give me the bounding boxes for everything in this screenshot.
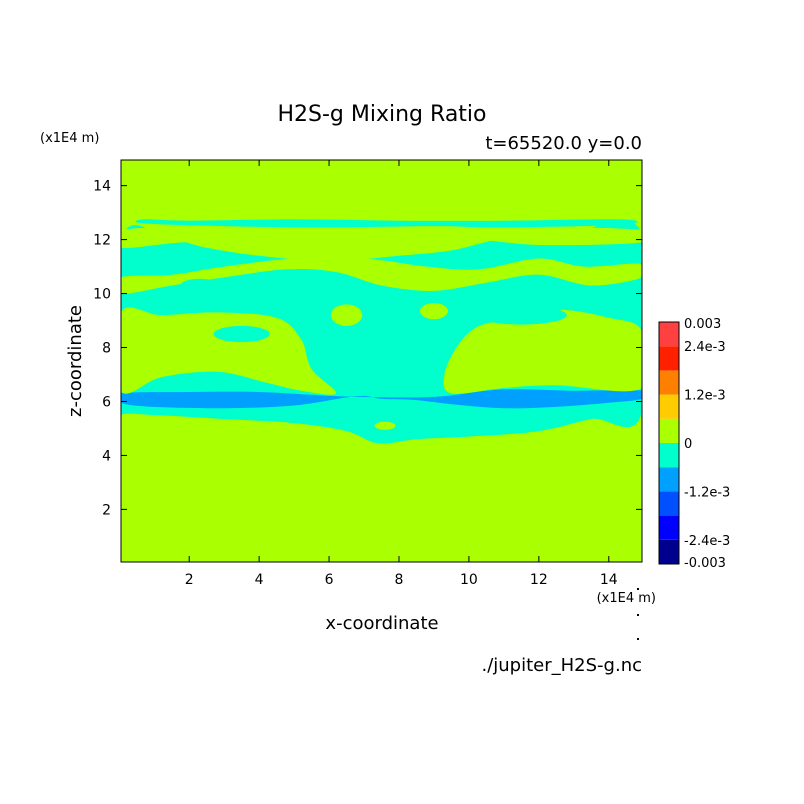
plot-frame xyxy=(120,159,643,563)
contour-region-6 xyxy=(135,219,638,228)
x-axis-unit: (x1E4 m) xyxy=(597,591,656,606)
colorbar-label: -1.2e-3 xyxy=(684,485,730,500)
contour-region-1 xyxy=(121,389,642,409)
contour-blob-0 xyxy=(136,316,193,336)
contour-blob-2 xyxy=(330,304,363,326)
colorbar-swatch xyxy=(659,467,679,492)
contour-region-4 xyxy=(121,257,642,294)
x-tick-label: 4 xyxy=(255,572,264,588)
y-tick-label: 8 xyxy=(102,341,111,357)
contour-blob-5 xyxy=(180,278,219,293)
chart-subtitle: t=65520.0 y=0.0 xyxy=(485,133,642,154)
x-tick-label: 10 xyxy=(460,572,478,588)
y-tick-label: 14 xyxy=(93,179,111,195)
colorbar-label: -2.4e-3 xyxy=(684,534,730,549)
source-file-label: ./jupiter_H2S-g.nc xyxy=(481,655,642,676)
colorbar-label: 0 xyxy=(684,437,692,452)
colorbar-swatch xyxy=(659,418,679,443)
x-tick-label: 8 xyxy=(395,572,404,588)
colorbar-swatch xyxy=(659,394,679,419)
y-tick-label: 2 xyxy=(102,502,111,518)
y-tick-label: 10 xyxy=(93,287,111,303)
contour-blob-3 xyxy=(419,302,448,320)
y-axis-label: z-coordinate xyxy=(65,305,86,417)
colorbar-label: 1.2e-3 xyxy=(684,389,726,404)
colorbar-swatch xyxy=(659,515,679,540)
x-tick-label: 14 xyxy=(600,572,618,588)
colorbar-swatch xyxy=(659,539,679,564)
y-tick-label: 4 xyxy=(102,448,111,464)
x-tick-label: 12 xyxy=(530,572,548,588)
colorbar-swatch xyxy=(659,346,679,371)
contour-blob-8 xyxy=(374,421,396,430)
colorbar-swatch xyxy=(659,322,679,347)
contour-blob-7 xyxy=(273,289,316,303)
colorbar-label: 0.003 xyxy=(684,317,721,332)
colorbar-swatch xyxy=(659,370,679,395)
colorbar-label: -0.003 xyxy=(684,556,726,571)
y-axis: 2 4 6 8 10 12 14 xyxy=(93,179,642,518)
plot-area xyxy=(121,160,642,562)
contour-blob-4 xyxy=(213,325,270,343)
x-tick-label: 6 xyxy=(325,572,334,588)
colorbar-frame xyxy=(658,321,680,565)
y-tick-label: 12 xyxy=(93,233,111,249)
y-axis-unit: (x1E4 m) xyxy=(40,131,99,146)
colorbar-label: 2.4e-3 xyxy=(684,340,726,355)
contour-blob-1 xyxy=(138,350,198,367)
y-tick-label: 6 xyxy=(102,394,111,410)
corner-marks xyxy=(637,588,639,640)
x-axis: 2 4 6 8 10 12 14 xyxy=(185,160,618,588)
x-axis-label: x-coordinate xyxy=(325,613,438,634)
colorbar-swatch xyxy=(659,443,679,468)
chart-title: H2S-g Mixing Ratio xyxy=(277,102,486,127)
contour-region-5 xyxy=(121,226,642,254)
x-tick-label: 2 xyxy=(185,572,194,588)
colorbar: 0.003 2.4e-3 1.2e-3 0 -1.2e-3 -2.4e-3 -0.003 xyxy=(658,317,730,571)
colorbar-swatch xyxy=(659,491,679,516)
contour-region-3 xyxy=(443,309,642,394)
contour-blob-6 xyxy=(475,305,567,325)
